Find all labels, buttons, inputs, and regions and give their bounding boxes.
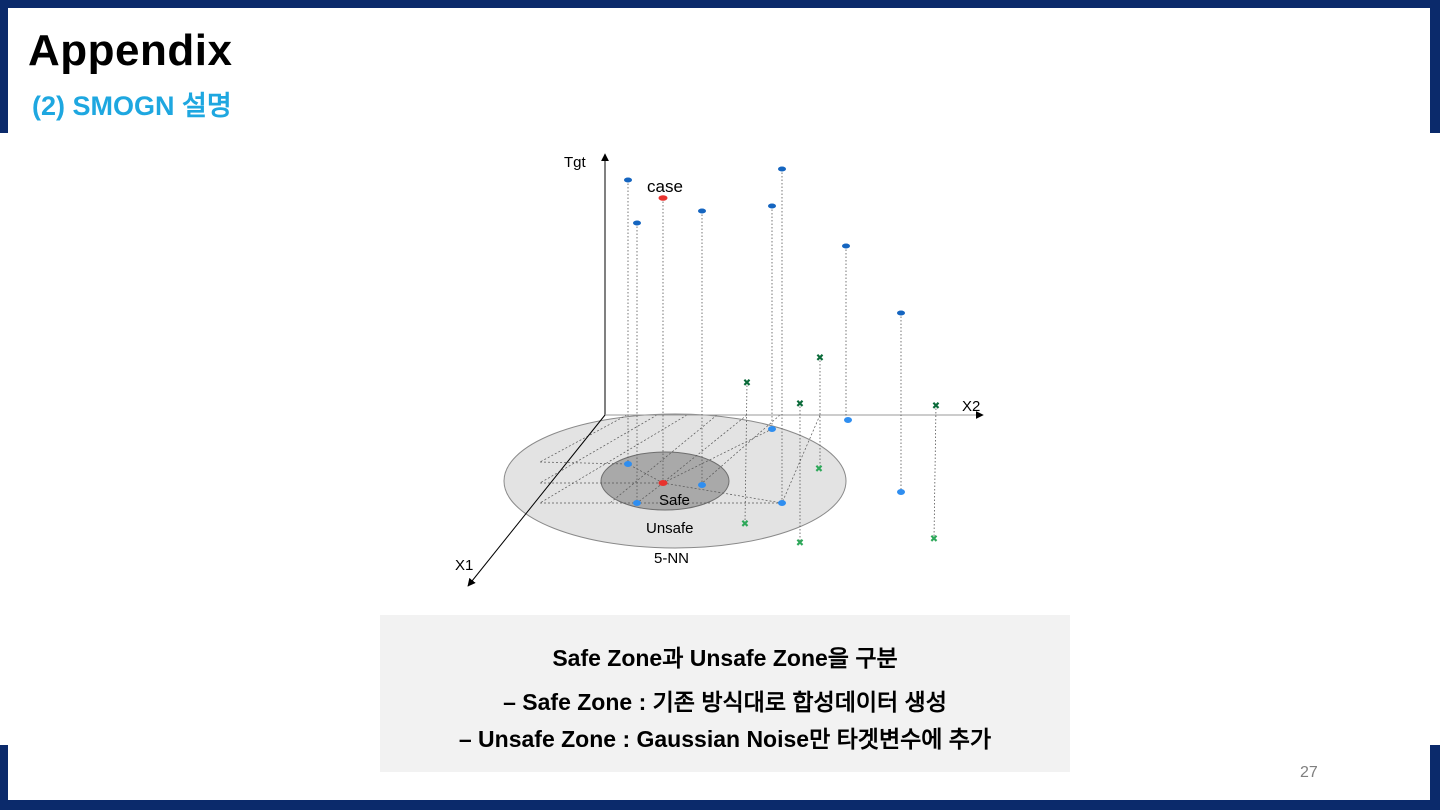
case-floor-point: [658, 480, 668, 486]
cross-marker: ✖: [932, 401, 940, 412]
cross-marker: ✖: [930, 534, 938, 545]
frame-bottom-bar: [0, 800, 1440, 810]
frame-left-top: [0, 0, 8, 133]
cross-marker: ✖: [796, 399, 804, 410]
frame-right-top: [1430, 0, 1440, 133]
page-number: 27: [1300, 764, 1318, 781]
cross-marker: ✖: [815, 464, 823, 475]
unsafe-label: Unsafe: [646, 520, 694, 537]
frame-left-bottom: [0, 745, 8, 810]
neighbor-point: [897, 310, 905, 316]
explanation-item-unsafe: – Unsafe Zone : Gaussian Noise만 타겟변수에 추가: [458, 726, 992, 752]
cross-markers: ✖ ✖ ✖ ✖ ✖ ✖ ✖ ✖: [741, 353, 940, 549]
cross-marker: ✖: [796, 538, 804, 549]
slide-title: Appendix: [28, 26, 233, 75]
floor-points: [624, 417, 905, 506]
floor-point: [768, 426, 776, 432]
frame-top-bar: [0, 0, 1440, 8]
y-axis-label: Tgt: [564, 154, 587, 171]
slide-subtitle: (2) SMOGN 설명: [32, 91, 232, 121]
floor-point: [778, 500, 786, 506]
case-point: [658, 195, 668, 201]
projection-lines: [627, 169, 937, 542]
x2-axis-label: X2: [962, 398, 980, 415]
cross-marker: ✖: [816, 353, 824, 364]
neighbor-point: [698, 208, 706, 214]
floor-point: [844, 417, 852, 423]
neighbor-point: [842, 243, 850, 249]
x1-axis: [467, 414, 606, 587]
safe-label: Safe: [659, 492, 690, 509]
case-label: case: [647, 177, 683, 196]
explanation-box: Safe Zone과 Unsafe Zone을 구분 – Safe Zone :…: [380, 615, 1070, 772]
frame-right-bottom: [1430, 745, 1440, 810]
explanation-heading: Safe Zone과 Unsafe Zone을 구분: [552, 645, 898, 671]
floor-point: [624, 461, 632, 467]
neighbor-point: [624, 177, 632, 183]
cross-marker: ✖: [741, 519, 749, 530]
neighbors-label: 5-NN: [654, 550, 689, 567]
x1-axis-label: X1: [455, 557, 473, 574]
cross-marker: ✖: [743, 378, 751, 389]
neighbor-point: [778, 166, 786, 172]
floor-point: [698, 482, 706, 488]
neighbor-point: [633, 220, 641, 226]
axes: [467, 153, 984, 587]
top-points: [624, 166, 905, 316]
floor-point: [897, 489, 905, 495]
explanation-item-safe: – Safe Zone : 기존 방식대로 합성데이터 생성: [503, 689, 947, 715]
floor-point: [633, 500, 641, 506]
neighbor-point: [768, 203, 776, 209]
